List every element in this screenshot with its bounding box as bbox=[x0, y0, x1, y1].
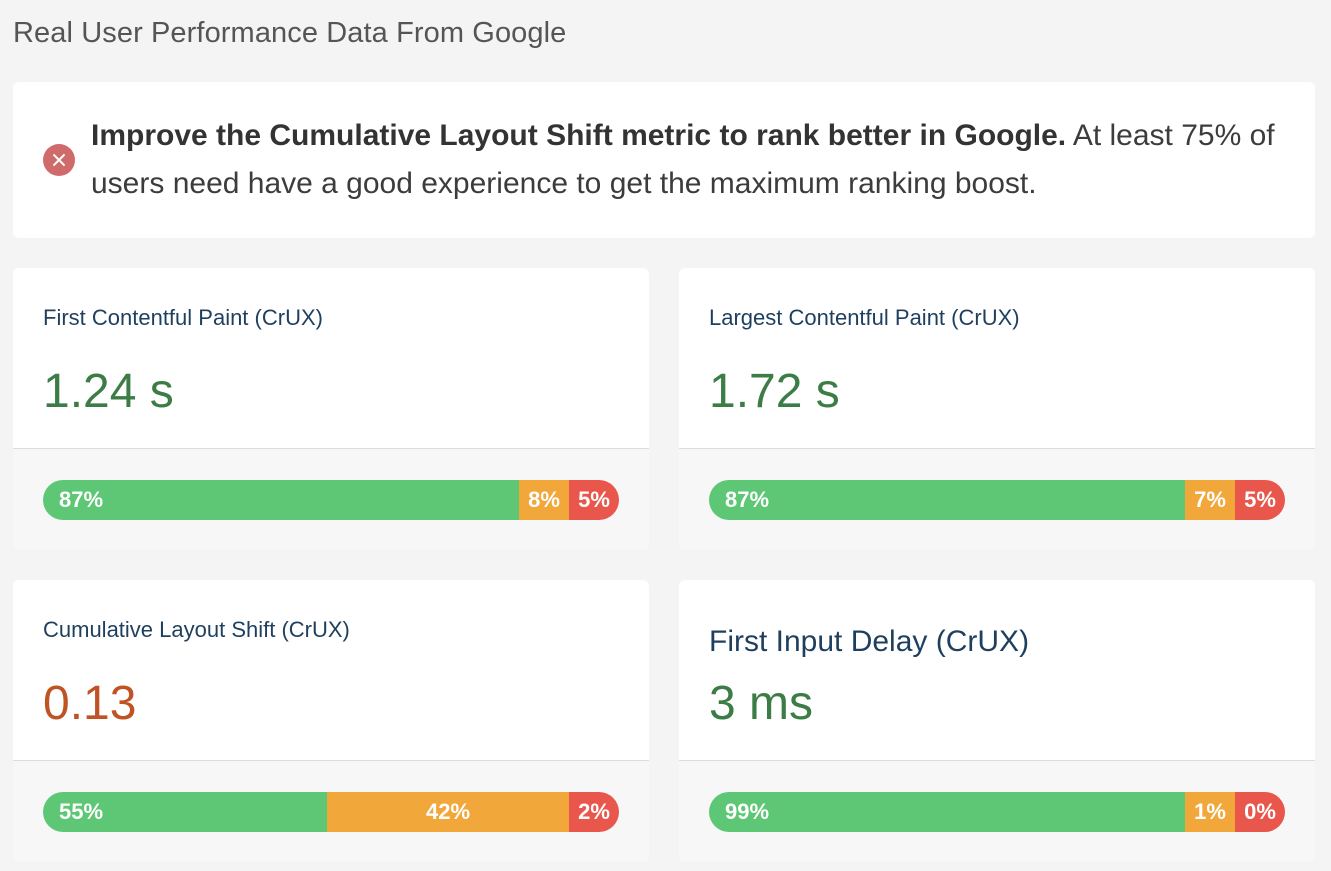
metric-label: Largest Contentful Paint (CrUX) bbox=[709, 305, 1020, 330]
segment-good: 87% bbox=[709, 480, 1185, 520]
segment-poor: 0% bbox=[1235, 792, 1285, 832]
segment-poor: 2% bbox=[569, 792, 619, 832]
metric-value: 1.24 s bbox=[43, 365, 174, 418]
metric-card-fcp: First Contentful Paint (CrUX) 1.24 s 87%… bbox=[13, 268, 649, 550]
distribution-bar: 99% 1% 0% bbox=[709, 792, 1285, 832]
segment-good: 55% bbox=[43, 792, 327, 832]
metric-label: First Contentful Paint (CrUX) bbox=[43, 305, 323, 330]
metric-card-lcp: Largest Contentful Paint (CrUX) 1.72 s 8… bbox=[679, 268, 1315, 550]
metric-label: First Input Delay (CrUX) bbox=[709, 625, 1030, 658]
metric-label: Cumulative Layout Shift (CrUX) bbox=[43, 617, 350, 642]
distribution-bar: 55% 42% 2% bbox=[43, 792, 619, 832]
alert-detail: At least 75% of users need have a good e… bbox=[91, 119, 1275, 200]
distribution-bar: 87% 7% 5% bbox=[709, 480, 1285, 520]
ranking-alert: Improve the Cumulative Layout Shift metr… bbox=[13, 82, 1315, 238]
segment-needs-improvement: 1% bbox=[1185, 792, 1235, 832]
page-title: Real User Performance Data From Google bbox=[13, 17, 567, 49]
distribution-bar: 87% 8% 5% bbox=[43, 480, 619, 520]
metric-card-fid: First Input Delay (CrUX) 3 ms 99% 1% 0% bbox=[679, 580, 1315, 862]
metric-value: 3 ms bbox=[709, 677, 814, 730]
segment-good: 99% bbox=[709, 792, 1185, 832]
metric-card-cls: Cumulative Layout Shift (CrUX) 0.13 55% … bbox=[13, 580, 649, 862]
segment-needs-improvement: 8% bbox=[519, 480, 569, 520]
metric-value: 0.13 bbox=[43, 677, 137, 730]
segment-needs-improvement: 42% bbox=[327, 792, 569, 832]
card-divider bbox=[13, 448, 649, 449]
error-circle-x-icon bbox=[43, 144, 75, 176]
alert-message: Improve the Cumulative Layout Shift metr… bbox=[91, 112, 1291, 208]
segment-needs-improvement: 7% bbox=[1185, 480, 1235, 520]
card-divider bbox=[679, 448, 1315, 449]
segment-poor: 5% bbox=[1235, 480, 1285, 520]
segment-good: 87% bbox=[43, 480, 519, 520]
card-divider bbox=[13, 760, 649, 761]
alert-headline: Improve the Cumulative Layout Shift metr… bbox=[91, 119, 1067, 152]
segment-poor: 5% bbox=[569, 480, 619, 520]
card-divider bbox=[679, 760, 1315, 761]
metric-value: 1.72 s bbox=[709, 365, 840, 418]
